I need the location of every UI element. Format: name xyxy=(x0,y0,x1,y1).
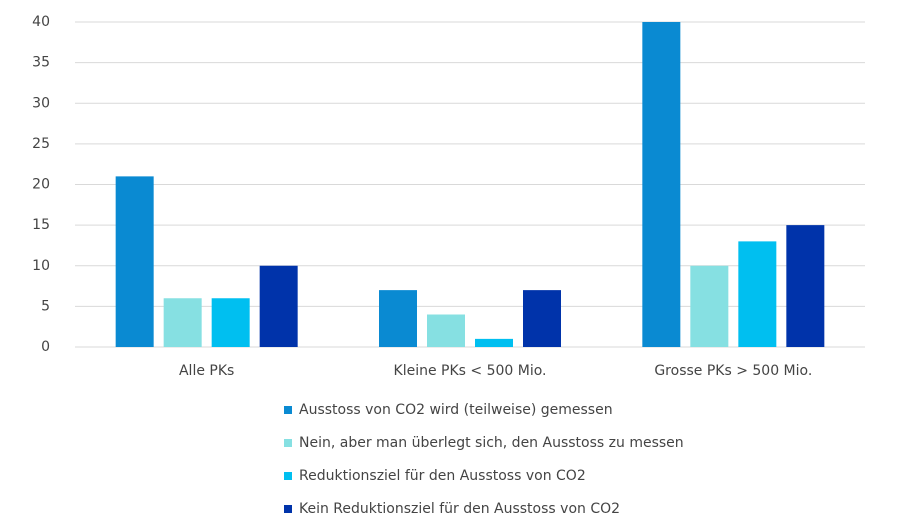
y-tick-label: 20 xyxy=(32,177,50,193)
bar xyxy=(211,298,250,347)
bar xyxy=(523,290,561,347)
legend-swatch xyxy=(284,472,292,480)
y-tick-label: 5 xyxy=(41,298,50,314)
bar xyxy=(259,265,298,347)
legend-swatch xyxy=(284,439,292,447)
bar xyxy=(115,176,154,347)
legend-swatch xyxy=(284,406,292,414)
bar xyxy=(427,314,465,347)
bar xyxy=(163,298,202,347)
legend-label: Kein Reduktionsziel für den Ausstoss von… xyxy=(299,501,620,517)
y-tick-label: 35 xyxy=(32,55,50,71)
y-tick-label: 25 xyxy=(32,136,50,152)
x-tick-label: Alle PKs xyxy=(179,363,234,379)
bar xyxy=(690,265,729,347)
y-tick-label: 10 xyxy=(32,258,50,274)
bar xyxy=(642,22,681,347)
bar xyxy=(786,225,825,347)
x-tick-label: Kleine PKs < 500 Mio. xyxy=(394,363,547,379)
y-tick-label: 0 xyxy=(41,339,50,355)
y-tick-label: 40 xyxy=(32,14,50,30)
y-tick-label: 30 xyxy=(32,95,50,111)
legend-label: Reduktionsziel für den Ausstoss von CO2 xyxy=(299,468,586,484)
x-tick-label: Grosse PKs > 500 Mio. xyxy=(654,363,812,379)
legend-label: Ausstoss von CO2 wird (teilweise) gemess… xyxy=(299,402,613,418)
legend-swatch xyxy=(284,505,292,513)
bar xyxy=(379,290,417,347)
bar xyxy=(475,338,513,347)
legend-label: Nein, aber man überlegt sich, den Aussto… xyxy=(299,435,684,451)
bar xyxy=(738,241,777,347)
y-tick-label: 15 xyxy=(32,217,50,233)
